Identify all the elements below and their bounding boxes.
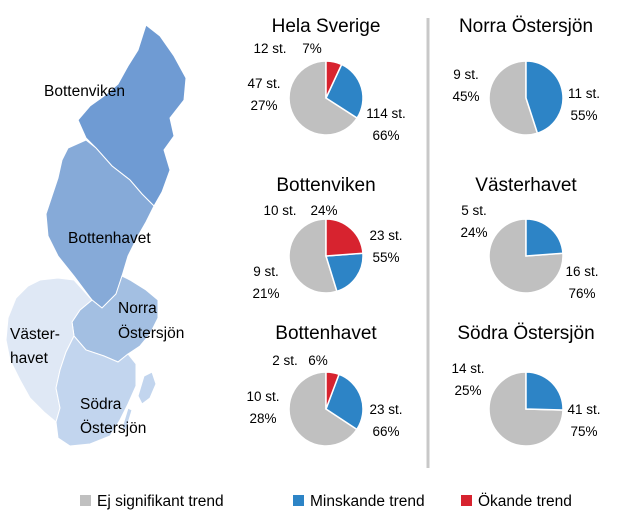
legend-swatch [80,495,91,506]
map-label-sodra-ostersjon-line1: Södra [80,396,122,413]
slice-label-count: 2 st. [272,353,298,368]
slice-label-count: 41 st. [567,402,600,417]
slice-label-pct: 6% [308,353,328,368]
slice-label-pct: 24% [460,225,487,240]
map-label-norra-ostersjon-line1: Norra [118,300,157,317]
slice-label-count: 14 st. [451,361,484,376]
map-label-bottenviken: Bottenviken [44,83,125,100]
map-label-sodra-ostersjon-line2: Östersjön [80,419,146,437]
chart-title: Västerhavet [475,175,577,196]
slice-label-pct: 25% [454,383,481,398]
legend-swatch [293,495,304,506]
map-region-sodra-ostersjon [55,335,137,447]
chart-title: Bottenhavet [275,323,377,344]
chart-title: Bottenviken [276,175,375,196]
slice-label-count: 5 st. [461,203,487,218]
pie-chart-norra-ostersjon: Norra Östersjön 9 st. 45% 11 st. 55% [452,16,600,136]
slice-label-count: 114 st. [366,106,406,121]
sweden-map: Bottenviken Bottenhavet Norra Östersjön … [5,24,187,447]
slice-label-count: 9 st. [453,67,479,82]
pie-slice-ej-signifikant-trend [288,60,359,136]
slice-label-count: 12 st. [253,41,286,56]
slice-label-pct: 66% [372,128,399,143]
slice-label-pct: 24% [310,203,337,218]
chart-title: Södra Östersjön [457,323,594,344]
pie-chart-bottenviken: Bottenviken 10 st. 24% 9 st. 21% 23 st. … [252,175,402,301]
pie-slice-okande-trend [325,371,340,410]
slice-label-pct: 55% [372,250,399,265]
pie-slice-okande-trend [325,60,343,99]
map-island-gotland [137,371,157,405]
slice-label-count: 9 st. [253,264,279,279]
slice-label-pct: 21% [252,286,279,301]
slice-label-count: 23 st. [369,402,402,417]
slice-label-pct: 76% [568,286,595,301]
map-label-vasterhavet-line2: havet [10,350,49,367]
slice-label-pct: 27% [250,98,277,113]
slice-label-count: 11 st. [568,86,600,101]
slice-label-count: 10 st. [246,389,279,404]
chart-title: Hela Sverige [272,16,381,37]
map-label-bottenhavet: Bottenhavet [68,230,151,247]
pie-slice-ej-signifikant-trend [288,371,358,447]
legend-swatch [461,495,472,506]
slice-label-pct: 55% [570,108,597,123]
legend-label: Ej signifikant trend [97,493,224,510]
slice-label-count: 23 st. [369,228,402,243]
chart-title: Norra Östersjön [459,16,593,37]
pie-slice-minskande-trend [525,60,564,135]
pie-slice-minskande-trend [325,63,364,120]
pie-chart-bottenhavet: Bottenhavet 2 st. 6% 10 st. 28% 23 st. 6… [246,323,403,447]
slice-label-pct: 45% [452,89,479,104]
slice-label-count: 47 st. [247,76,280,91]
pie-slice-okande-trend [325,218,364,257]
pie-chart-sodra-ostersjon: Södra Östersjön 14 st. 25% 41 st. 75% [451,323,601,447]
pie-chart-vasterhavet: Västerhavet 5 st. 24% 16 st. 76% [460,175,598,301]
slice-label-pct: 28% [249,411,276,426]
slice-label-pct: 7% [302,41,322,56]
pie-slice-minskande-trend [525,371,564,411]
map-island-oland [121,407,133,431]
legend-label: Minskande trend [310,493,425,510]
slice-label-count: 16 st. [565,264,598,279]
map-label-vasterhavet-line1: Väster- [10,326,60,343]
slice-label-pct: 75% [570,424,597,439]
legend: Ej signifikant trend Minskande trend Öka… [80,492,572,510]
pie-slice-minskande-trend [325,373,364,431]
pie-slice-minskande-trend [525,218,564,257]
map-label-norra-ostersjon-line2: Östersjön [118,324,184,342]
pie-slice-minskande-trend [325,252,364,293]
slice-label-count: 10 st. [263,203,296,218]
pie-chart-hela-sverige: Hela Sverige 12 st. 7% 47 st. 27% 114 st… [247,16,405,143]
slice-label-pct: 66% [372,424,399,439]
legend-label: Ökande trend [478,492,572,510]
pie-slice-ej-signifikant-trend [288,218,338,294]
